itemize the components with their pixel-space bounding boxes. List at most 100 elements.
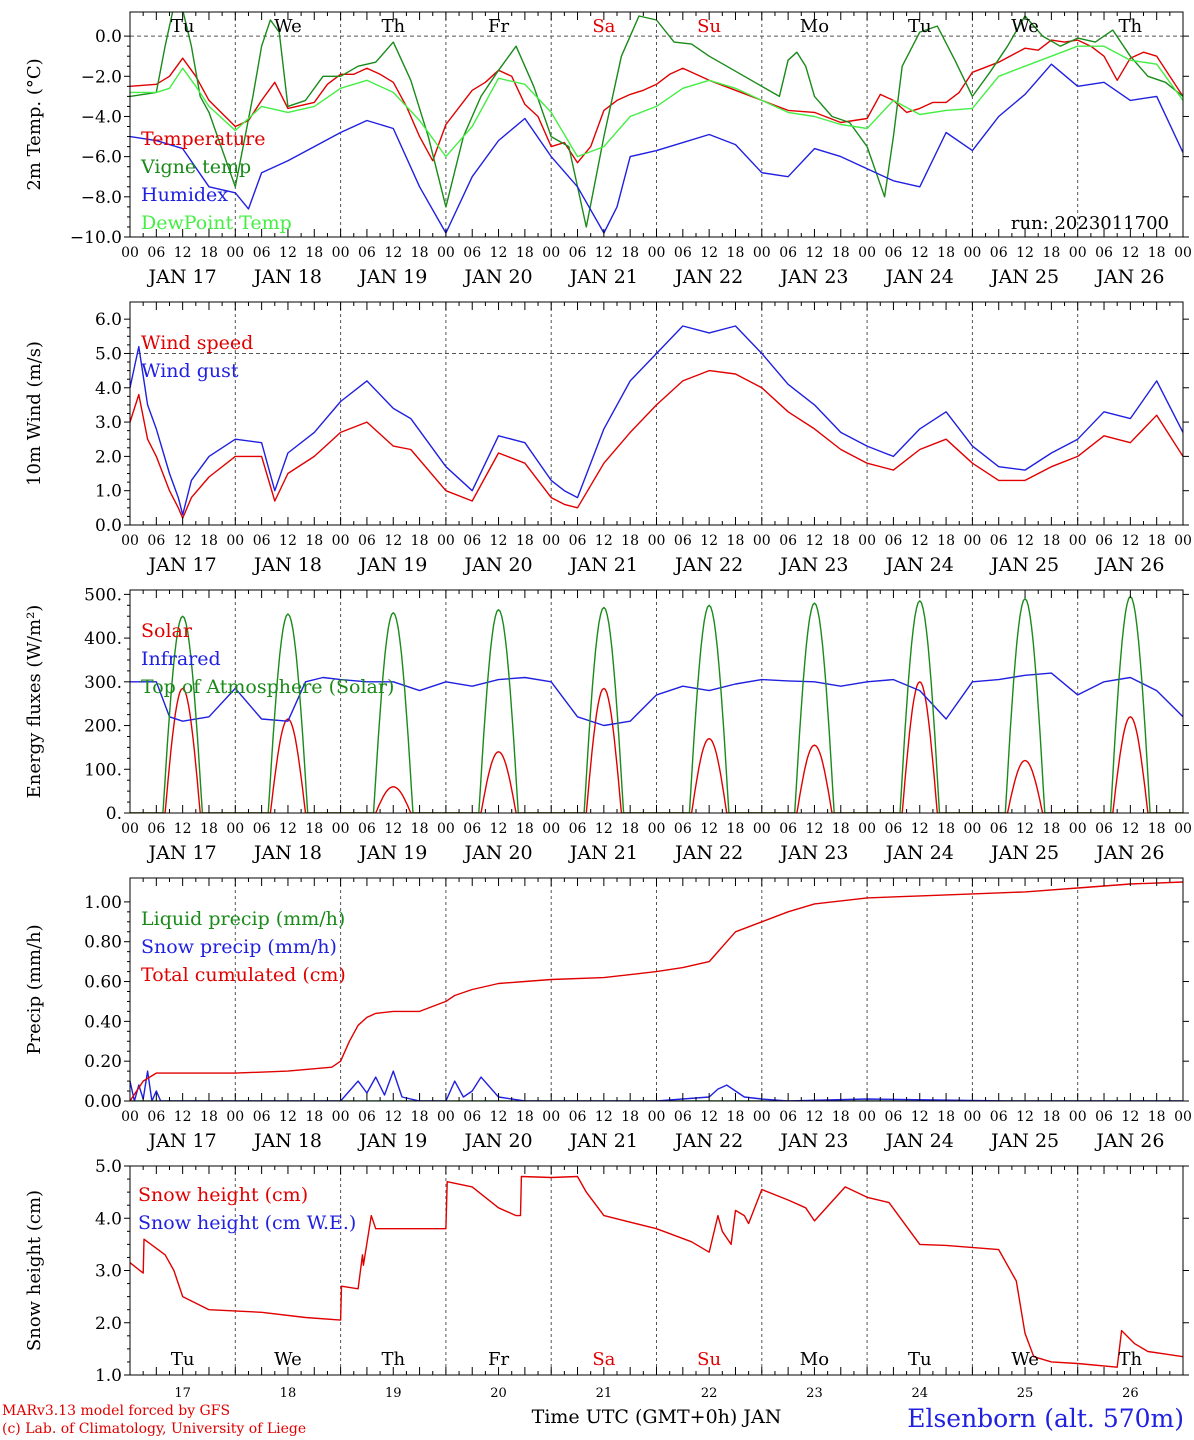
y-tick-label: 5.0 [95,344,122,364]
weekday-label: We [1011,1349,1039,1370]
series-line-total-cumulated-cm- [130,881,1183,1101]
y-tick-label: −6.0 [81,148,122,168]
weekday-label: Sa [592,1349,615,1370]
series-group [130,325,1183,519]
series-line-humidex [130,63,1183,234]
x-day-label: JAN 26 [1094,554,1164,576]
x-hour-label: 00 [858,533,876,549]
x-hour-label: 12 [595,1109,613,1125]
x-day-label: JAN 23 [778,554,848,576]
x-hour-label: 00 [121,533,139,549]
weekday-label: We [274,16,302,37]
panel-wind: 0.0 1.0 2.0 3.0 4.0 5.0 6.0 10m Wind (m/s) 00 06 1… [24,301,1192,576]
x-day-label: JAN 20 [462,554,532,576]
x-day-label: JAN 18 [252,1130,322,1152]
x-hour-label: 18 [621,533,639,549]
x-day-label: JAN 22 [673,1130,743,1152]
series-line-dewpoint-temp [130,45,1183,158]
x-hour-label: 18 [1148,245,1166,261]
x-hour-label: 06 [1095,821,1113,837]
x-hour-label: 06 [358,533,376,549]
series-line-snow-precip-mm-h- [130,1070,1183,1101]
weekday-label: Tu [908,1349,932,1370]
x-day-label: JAN 17 [147,554,217,576]
weekday-label: We [274,1349,302,1370]
x-hour-label: 18 [937,533,955,549]
x-day-number: 20 [490,1386,507,1401]
x-axis-label: Time UTC (GMT+0h) JAN [532,1406,782,1428]
x-hour-label: 18 [727,1109,745,1125]
x-hour-label: 18 [200,821,218,837]
y-tick-label: 6.0 [95,310,122,330]
x-hour-label: 00 [437,533,455,549]
x-hour-label: 12 [911,821,929,837]
x-day-label: JAN 18 [252,266,322,288]
x-day-label: JAN 24 [884,554,954,576]
legend-entry: DewPoint Temp [141,212,292,234]
x-hour-label: 06 [1095,1109,1113,1125]
x-hour-label: 12 [1121,1109,1139,1125]
x-hour-label: 06 [463,533,481,549]
weekday-label: We [1011,16,1039,37]
x-hour-label: 00 [753,1109,771,1125]
x-hour-label: 12 [806,1109,824,1125]
y-tick-label: −2.0 [81,67,122,87]
x-hour-label: 06 [253,245,271,261]
x-hour-label: 06 [253,1109,271,1125]
x-day-label: JAN 25 [989,266,1059,288]
x-hour-label: 00 [226,245,244,261]
x-day-label: JAN 26 [1094,1130,1164,1152]
x-hour-label: 00 [542,245,560,261]
x-hour-label: 06 [990,533,1008,549]
x-hour-label: 00 [332,533,350,549]
x-hour-label: 06 [463,821,481,837]
x-day-number: 24 [911,1386,928,1401]
x-hour-label: 06 [253,533,271,549]
x-hour-label: 06 [885,821,903,837]
weekday-label: Th [381,1349,405,1370]
y-tick-label: 100. [84,760,122,780]
x-day-label: JAN 26 [1094,266,1164,288]
y-tick-label: 1.0 [95,482,122,502]
x-hour-label: 06 [147,821,165,837]
x-hour-label: 06 [358,245,376,261]
x-day-label: JAN 19 [357,842,427,864]
y-tick-label: 0. [106,804,122,824]
x-hour-label: 18 [1042,245,1060,261]
x-hour-label: 06 [885,1109,903,1125]
x-day-label: JAN 21 [568,266,638,288]
x-hour-label: 06 [358,1109,376,1125]
x-hour-label: 00 [226,1109,244,1125]
y-axis-label: Energy fluxes (W/m²) [24,605,45,799]
x-hour-label: 18 [200,1109,218,1125]
y-tick-label: 0.00 [84,1092,122,1112]
legend-entry: Snow height (cm W.E.) [138,1212,356,1234]
x-hour-label: 12 [595,821,613,837]
x-hour-label: 18 [305,1109,323,1125]
credit-model: MARv3.13 model forced by GFS [2,1403,231,1419]
x-hour-label: 00 [1174,1109,1192,1125]
x-hour-label: 06 [463,245,481,261]
x-hour-label: 00 [648,245,666,261]
x-hour-label: 18 [1042,821,1060,837]
x-hour-label: 18 [621,245,639,261]
x-day-label: JAN 20 [462,1130,532,1152]
x-day-label: JAN 18 [252,842,322,864]
x-hour-label: 12 [384,533,402,549]
y-tick-label: 0.40 [84,1012,122,1032]
x-hour-label: 12 [174,533,192,549]
legend-entry: Temperature [141,128,265,150]
x-hour-label: 12 [490,245,508,261]
x-hour-label: 18 [200,245,218,261]
x-hour-label: 12 [911,533,929,549]
y-tick-label: 300. [84,673,122,693]
x-hour-label: 18 [516,821,534,837]
x-hour-label: 12 [700,245,718,261]
series-line-wind-gust [130,325,1183,516]
x-hour-label: 00 [332,245,350,261]
x-hour-label: 12 [174,1109,192,1125]
weekday-label: Fr [488,1349,509,1370]
x-hour-label: 06 [569,533,587,549]
x-hour-label: 12 [490,533,508,549]
